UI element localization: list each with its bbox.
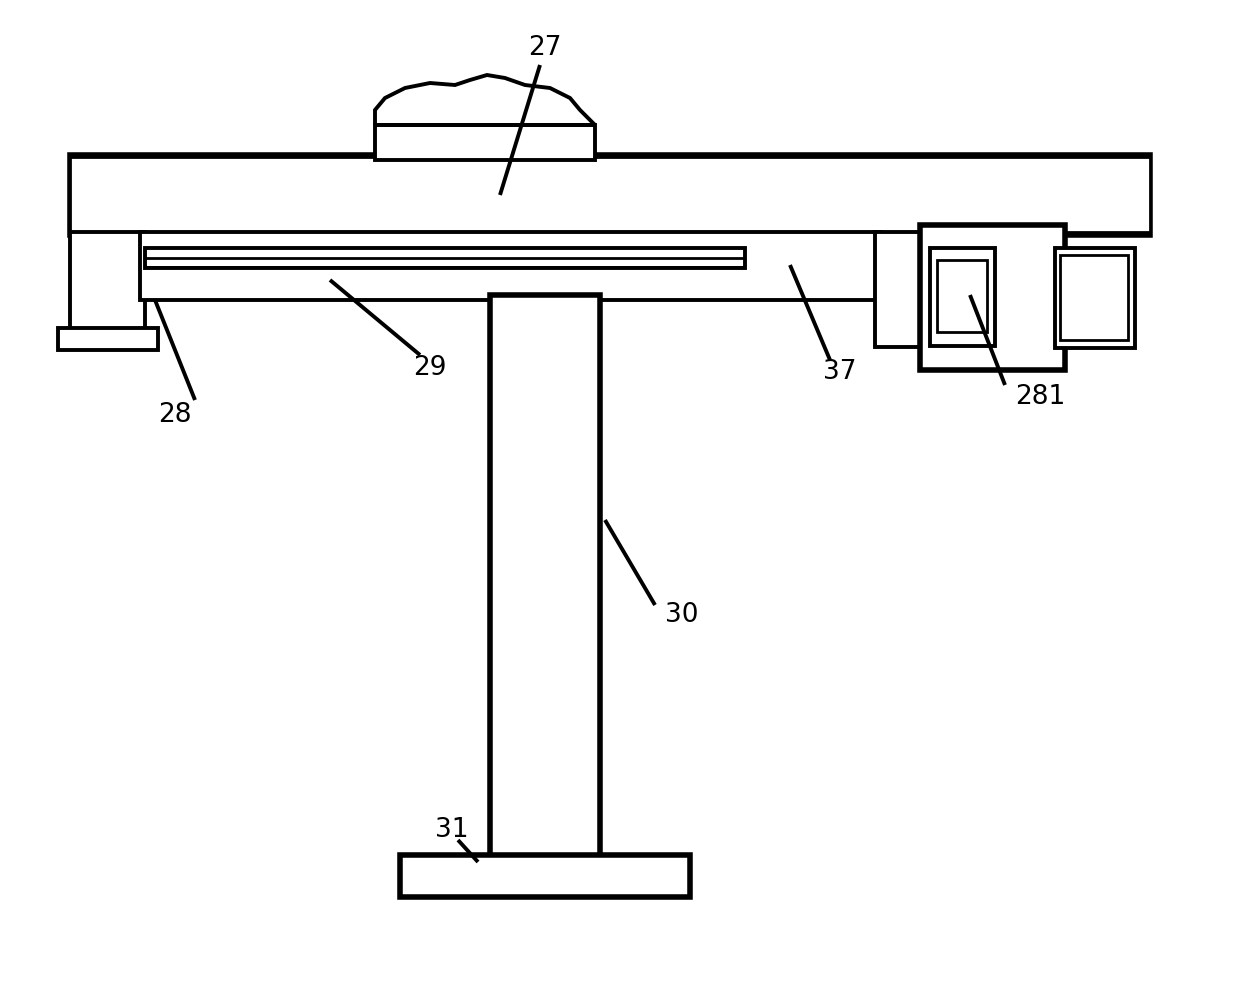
Text: 37: 37 (823, 359, 857, 385)
Bar (145, 248, 745, 268)
Bar (875, 232, 925, 347)
Bar (920, 225, 1065, 370)
Bar (69, 155, 1149, 235)
Bar (490, 295, 600, 860)
Bar (937, 260, 987, 332)
Bar (140, 232, 880, 300)
Text: 281: 281 (1016, 384, 1065, 410)
Bar (58, 328, 157, 350)
Bar (1060, 255, 1128, 340)
Text: 30: 30 (665, 602, 698, 628)
Bar (401, 855, 689, 897)
Bar (930, 248, 994, 346)
Bar (1055, 248, 1135, 348)
Text: 29: 29 (413, 355, 446, 381)
Bar (69, 157, 1149, 232)
Bar (69, 232, 145, 347)
Text: 31: 31 (435, 817, 469, 843)
Text: 27: 27 (528, 35, 562, 61)
Text: 28: 28 (159, 402, 192, 428)
Bar (374, 125, 595, 160)
